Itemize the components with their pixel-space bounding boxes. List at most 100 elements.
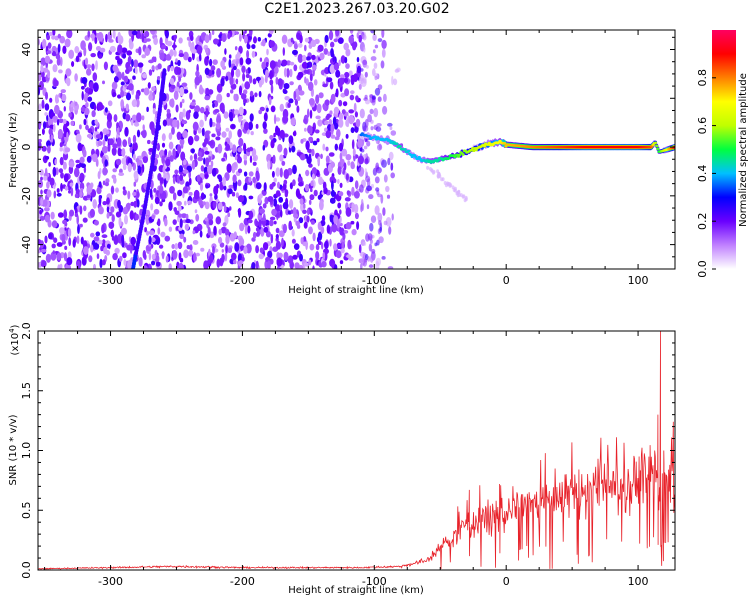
noise-blob	[346, 254, 352, 259]
noise-blob	[283, 67, 288, 78]
noise-blob	[177, 59, 181, 67]
noise-blob	[333, 215, 339, 225]
noise-blob	[304, 127, 307, 132]
noise-blob	[330, 189, 336, 197]
signal-tail-blob	[431, 170, 435, 175]
noise-blob	[53, 78, 58, 88]
noise-blob	[195, 214, 200, 222]
x-tick-label: -200	[230, 575, 255, 588]
noise-blob	[396, 67, 401, 73]
noise-blob	[233, 231, 237, 239]
noise-blob	[209, 58, 213, 67]
noise-blob	[380, 194, 384, 204]
noise-blob	[292, 179, 296, 187]
noise-blob	[355, 118, 361, 128]
signal-ridge-segment	[472, 149, 476, 152]
noise-blob	[241, 124, 244, 130]
noise-blob	[116, 158, 122, 166]
noise-blob	[383, 220, 388, 226]
noise-blob	[40, 197, 44, 207]
noise-blob	[291, 145, 296, 153]
noise-blob	[102, 139, 106, 147]
noise-blob	[218, 236, 223, 244]
noise-blob	[161, 142, 166, 148]
noise-blob	[215, 122, 221, 130]
x-tick-label: -300	[98, 575, 123, 588]
noise-blob	[81, 85, 85, 90]
noise-blob	[122, 53, 127, 59]
noise-blob	[237, 179, 242, 187]
noise-blob	[205, 47, 209, 54]
noise-blob	[170, 84, 176, 90]
noise-blob	[153, 208, 160, 215]
noise-blob	[199, 182, 204, 191]
noise-blob	[59, 227, 65, 235]
noise-blob	[65, 77, 71, 85]
noise-blob	[329, 81, 334, 90]
noise-blob	[348, 109, 355, 114]
noise-blob	[148, 235, 152, 245]
noise-blob	[164, 218, 168, 227]
noise-blob	[362, 59, 367, 65]
noise-blob	[294, 98, 298, 106]
noise-blob	[136, 30, 141, 39]
noise-blob	[322, 143, 326, 151]
noise-blob	[307, 125, 312, 134]
noise-blob	[310, 180, 314, 187]
noise-blob	[350, 90, 355, 95]
noise-blob	[147, 82, 151, 89]
noise-blob	[172, 219, 177, 226]
noise-blob	[270, 84, 274, 94]
noise-blob	[204, 130, 210, 141]
noise-blob	[172, 176, 176, 185]
noise-blob	[216, 115, 222, 125]
noise-blob	[62, 219, 67, 225]
noise-blob	[63, 209, 68, 220]
noise-blob	[368, 264, 374, 268]
noise-blob	[303, 262, 309, 267]
noise-blob	[316, 103, 322, 114]
noise-blob	[38, 72, 42, 82]
noise-blob	[345, 119, 349, 127]
noise-blob	[335, 30, 340, 37]
noise-blob	[255, 123, 259, 129]
noise-blob	[207, 226, 211, 236]
noise-blob	[286, 68, 290, 78]
noise-blob	[131, 99, 138, 108]
noise-blob	[339, 182, 343, 188]
noise-blob	[74, 46, 80, 54]
noise-blob	[105, 130, 110, 135]
noise-blob	[309, 72, 313, 82]
noise-blob	[263, 182, 267, 192]
noise-blob	[209, 117, 213, 128]
noise-blob	[122, 139, 128, 148]
noise-blob	[343, 42, 350, 51]
noise-blob	[42, 38, 47, 49]
noise-blob	[88, 42, 93, 52]
noise-blob	[205, 90, 209, 95]
noise-blob	[176, 174, 180, 184]
noise-blob	[117, 147, 122, 157]
noise-blob	[243, 89, 248, 95]
noise-blob	[302, 209, 307, 214]
noise-blob	[40, 64, 44, 73]
noise-blob	[166, 108, 171, 114]
noise-blob	[176, 201, 182, 206]
noise-blob	[165, 255, 169, 263]
noise-blob	[137, 62, 144, 68]
noise-blob	[128, 38, 132, 45]
noise-blob	[86, 155, 92, 163]
noise-blob	[282, 223, 287, 234]
noise-blob	[320, 153, 323, 159]
noise-blob	[281, 237, 284, 247]
noise-blob	[299, 198, 304, 205]
x-tick-label: -100	[362, 274, 387, 287]
noise-blob	[118, 172, 125, 176]
noise-blob	[57, 212, 64, 218]
noise-blob	[231, 164, 236, 174]
noise-blob	[127, 259, 133, 269]
noise-blob	[212, 200, 217, 209]
noise-blob	[104, 159, 108, 167]
noise-blob	[355, 95, 359, 102]
noise-blob	[205, 184, 209, 189]
